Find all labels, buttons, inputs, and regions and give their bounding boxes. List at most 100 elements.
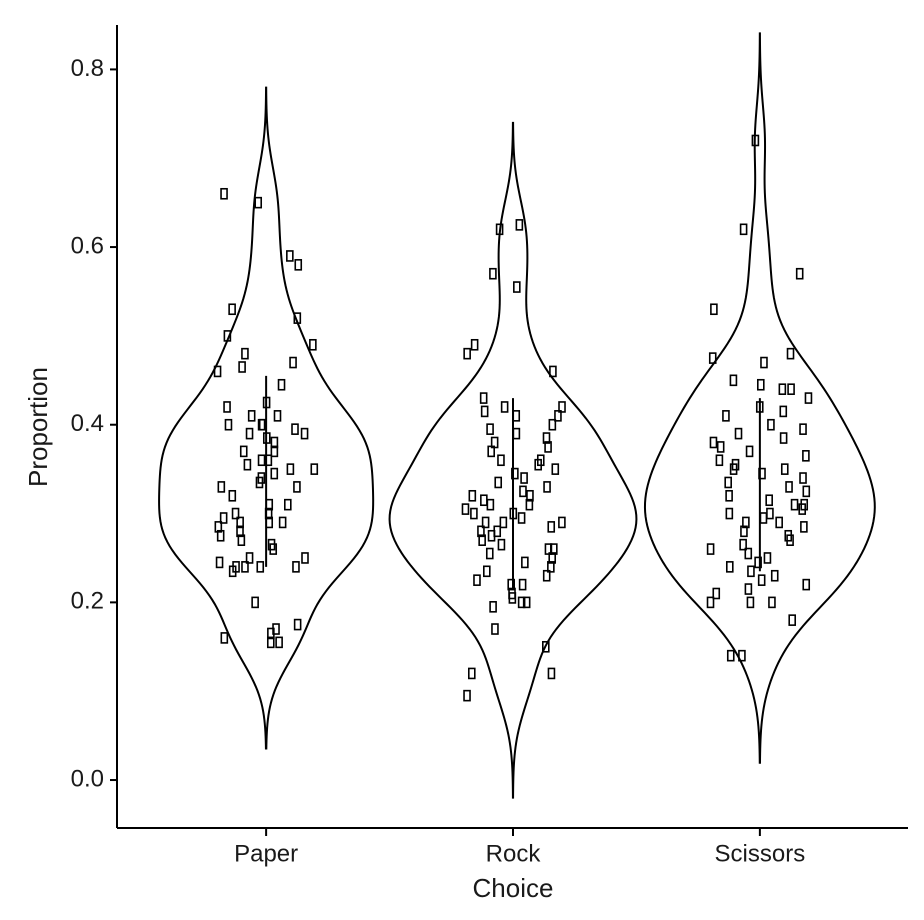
point	[286, 250, 294, 262]
point	[760, 356, 768, 369]
point	[267, 627, 275, 640]
point	[780, 463, 789, 475]
point	[800, 521, 808, 533]
point	[241, 561, 249, 573]
violin	[158, 86, 375, 750]
point	[269, 543, 278, 555]
point	[220, 187, 228, 200]
point	[257, 454, 266, 467]
point	[309, 338, 317, 351]
point	[786, 347, 795, 360]
point	[526, 489, 534, 502]
point	[507, 578, 516, 591]
point	[228, 303, 236, 316]
point	[725, 489, 733, 502]
point	[228, 489, 237, 502]
point	[710, 303, 718, 316]
point	[740, 525, 748, 538]
point	[734, 427, 743, 440]
point	[804, 392, 813, 404]
point	[726, 649, 735, 662]
point	[766, 507, 774, 520]
point	[745, 445, 754, 458]
point	[521, 556, 529, 569]
point	[798, 503, 807, 515]
point	[215, 556, 224, 569]
point	[790, 498, 799, 511]
point	[759, 512, 768, 524]
point	[291, 423, 299, 435]
point	[765, 494, 773, 507]
point	[470, 338, 479, 351]
point	[511, 467, 519, 480]
point	[265, 498, 274, 511]
point	[729, 374, 738, 387]
point	[468, 489, 477, 502]
point	[228, 565, 237, 578]
point	[237, 534, 246, 546]
point	[247, 410, 256, 422]
point	[513, 281, 521, 293]
point	[224, 418, 233, 431]
point	[722, 410, 730, 422]
point	[467, 667, 476, 680]
point	[785, 481, 793, 493]
point	[522, 596, 531, 609]
point	[223, 401, 231, 413]
point	[715, 454, 724, 467]
point	[275, 636, 283, 649]
point	[270, 467, 279, 480]
point	[757, 574, 766, 586]
point	[494, 476, 503, 489]
y-tick-label: 0.6	[71, 232, 104, 259]
point	[739, 223, 748, 236]
point	[542, 569, 551, 582]
point	[534, 458, 542, 471]
point	[716, 441, 725, 453]
point	[270, 436, 279, 449]
point	[738, 649, 746, 662]
point	[509, 507, 518, 520]
point	[463, 689, 471, 702]
point	[241, 347, 249, 360]
point	[236, 525, 244, 538]
point	[742, 516, 750, 529]
point	[273, 410, 282, 422]
x-tick-label: Scissors	[715, 840, 806, 867]
point	[515, 219, 524, 231]
point	[239, 445, 248, 458]
point	[497, 454, 505, 467]
point	[495, 223, 504, 236]
point	[258, 418, 267, 431]
y-tick-label: 0.8	[71, 55, 104, 82]
point	[293, 312, 302, 324]
point	[487, 529, 496, 542]
point	[799, 472, 807, 484]
point	[558, 516, 566, 529]
point	[548, 418, 557, 431]
point	[795, 267, 804, 280]
point	[491, 623, 499, 635]
point	[220, 632, 229, 644]
point	[477, 525, 485, 538]
point	[709, 436, 718, 449]
point	[518, 578, 527, 591]
point	[264, 507, 273, 520]
point	[554, 410, 562, 422]
point	[519, 485, 527, 498]
point	[480, 494, 488, 507]
violin	[388, 121, 638, 799]
point	[236, 516, 244, 529]
point	[483, 565, 491, 578]
point	[706, 543, 715, 555]
point	[219, 512, 228, 524]
x-axis-title: Choice	[473, 873, 554, 903]
point	[278, 516, 287, 529]
point	[729, 463, 738, 475]
point	[544, 441, 552, 453]
point	[512, 427, 521, 440]
point	[486, 498, 495, 511]
point	[747, 565, 755, 578]
point	[802, 578, 811, 591]
